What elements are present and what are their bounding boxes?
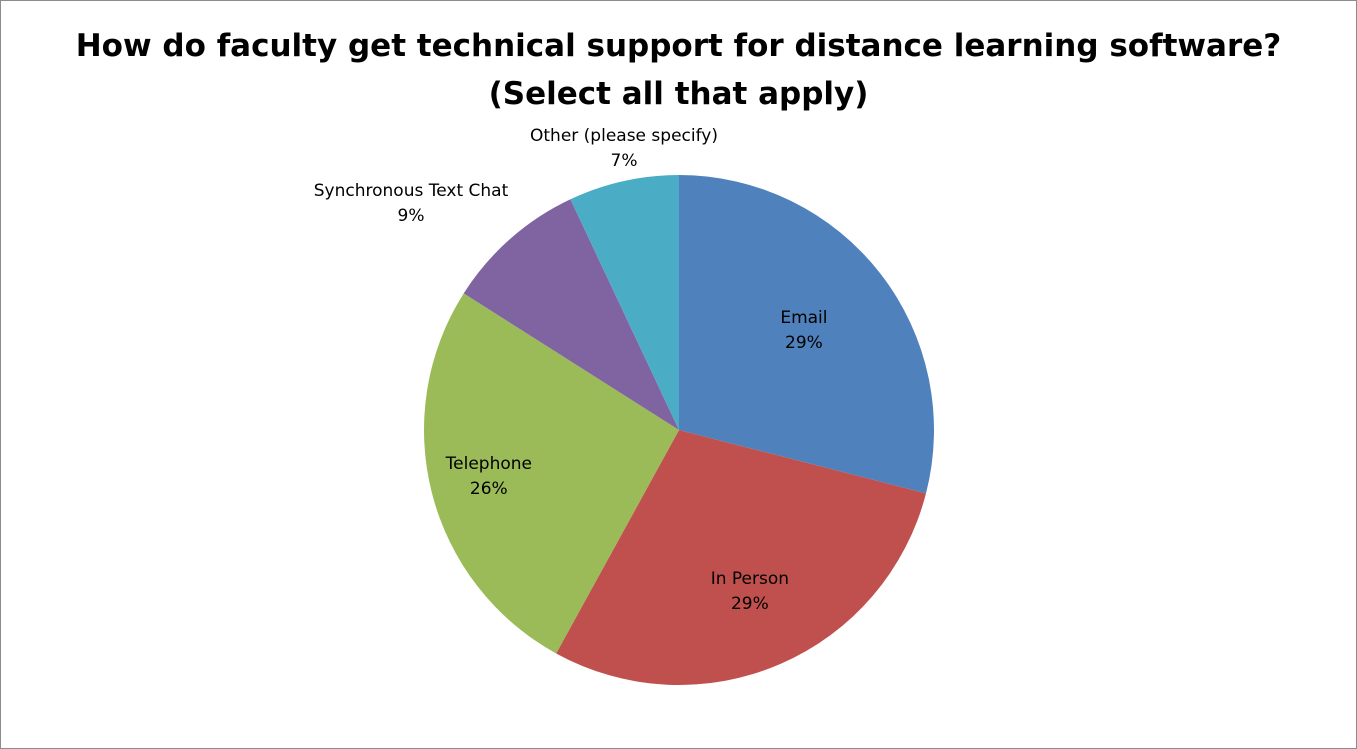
- slice-label-percent: 9%: [398, 206, 425, 226]
- slice-label-percent: 26%: [470, 479, 508, 499]
- chart-subtitle: (Select all that apply): [488, 76, 869, 112]
- slice-label-name: Email: [780, 308, 827, 328]
- pie-slice-other-please-specify: [570, 175, 679, 430]
- chart-title: How do faculty get technical support for…: [0, 22, 1357, 118]
- pie-slice-telephone: [424, 293, 679, 654]
- pie-slice-synchronous-text-chat: [463, 199, 679, 430]
- slice-label-name: Telephone: [445, 454, 532, 474]
- slice-label-percent: 29%: [785, 333, 823, 353]
- chart-title-line: How do faculty get technical support for…: [75, 28, 1282, 64]
- pie-labels: Email 29% In Person 29% Telephone 26% Synchron…: [314, 126, 828, 614]
- slice-label-percent: 7%: [611, 151, 638, 171]
- slice-label-name: Synchronous Text Chat: [314, 181, 509, 201]
- slice-label-percent: 29%: [731, 594, 769, 614]
- slice-label-name: In Person: [711, 569, 789, 589]
- pie-slice-in-person: [556, 430, 926, 686]
- pie-slices: [424, 175, 935, 686]
- slice-label-name: Other (please specify): [530, 126, 718, 146]
- pie-slice-email: [679, 175, 935, 494]
